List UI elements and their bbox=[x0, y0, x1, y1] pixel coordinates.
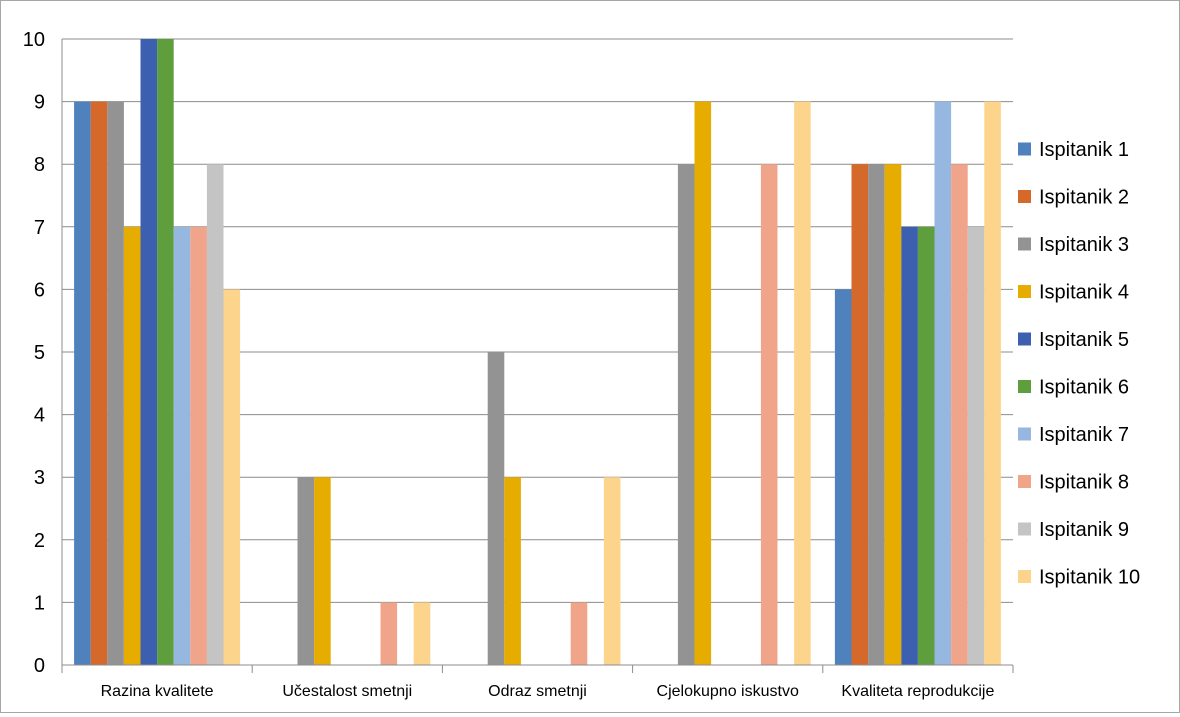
bar bbox=[90, 101, 108, 666]
legend-swatch bbox=[1018, 190, 1031, 203]
legend-label: Ispitanik 8 bbox=[1039, 472, 1129, 494]
legend-label: Ispitanik 2 bbox=[1039, 187, 1129, 209]
legend-swatch bbox=[1018, 522, 1031, 536]
x-tick-label: Odraz smetnji bbox=[488, 683, 587, 700]
y-tick-label: 8 bbox=[34, 154, 45, 176]
bar bbox=[504, 477, 521, 665]
legend-swatch bbox=[1018, 142, 1031, 156]
bar bbox=[157, 39, 174, 665]
x-tick-label: Učestalost smetnji bbox=[282, 683, 412, 700]
y-tick-label: 6 bbox=[34, 279, 45, 301]
legend-item: Ispitanik 7 bbox=[1018, 424, 1129, 446]
x-tick-label: Razina kvalitete bbox=[101, 683, 214, 700]
bar bbox=[413, 602, 431, 665]
bar bbox=[173, 226, 191, 666]
legend-item: Ispitanik 9 bbox=[1018, 519, 1129, 541]
legend-swatch bbox=[1018, 427, 1031, 441]
legend-label: Ispitanik 10 bbox=[1039, 567, 1140, 589]
bar bbox=[868, 164, 885, 665]
legend-item: Ispitanik 4 bbox=[1018, 282, 1129, 304]
bar bbox=[140, 39, 158, 665]
legend-label: Ispitanik 1 bbox=[1039, 139, 1129, 161]
legend-item: Ispitanik 5 bbox=[1018, 329, 1129, 351]
y-tick-label: 7 bbox=[34, 217, 45, 239]
legend-swatch bbox=[1018, 237, 1031, 251]
bar bbox=[951, 164, 968, 665]
y-tick-label: 1 bbox=[34, 592, 45, 614]
bar bbox=[984, 101, 1001, 666]
bar bbox=[206, 164, 224, 665]
legend-item: Ispitanik 6 bbox=[1018, 377, 1129, 399]
legend-swatch bbox=[1018, 380, 1031, 393]
bar bbox=[694, 101, 712, 666]
bar bbox=[123, 226, 141, 666]
bars bbox=[74, 39, 1001, 666]
legend-item: Ispitanik 3 bbox=[1018, 234, 1129, 256]
bar bbox=[487, 352, 505, 665]
x-tick-label: Cjelokupno iskustvo bbox=[657, 683, 799, 700]
bar bbox=[677, 164, 695, 665]
x-tick-label: Kvaliteta reprodukcije bbox=[841, 683, 994, 700]
bar bbox=[794, 101, 811, 666]
bar bbox=[190, 226, 207, 666]
bar bbox=[760, 164, 778, 665]
legend-label: Ispitanik 3 bbox=[1039, 234, 1129, 256]
axes: 0 1 2 3 4 5 6 7 8 9 10 Razina kvalitete Učestalost s… bbox=[23, 29, 1014, 700]
bar bbox=[74, 101, 91, 666]
bar bbox=[297, 477, 315, 665]
y-tick-label: 10 bbox=[23, 29, 45, 51]
y-tick-label: 9 bbox=[34, 92, 45, 114]
legend-swatch bbox=[1018, 285, 1031, 298]
bar bbox=[380, 602, 398, 665]
legend-label: Ispitanik 7 bbox=[1039, 424, 1129, 446]
bar bbox=[570, 602, 588, 665]
bar bbox=[917, 226, 935, 666]
legend-label: Ispitanik 9 bbox=[1039, 519, 1129, 541]
bar bbox=[967, 226, 985, 666]
y-tick-label: 4 bbox=[34, 405, 45, 427]
legend-label: Ispitanik 5 bbox=[1039, 329, 1129, 351]
y-tick-label: 5 bbox=[34, 342, 45, 364]
bar bbox=[314, 477, 331, 665]
legend-swatch bbox=[1018, 332, 1031, 346]
legend-item: Ispitanik 2 bbox=[1018, 187, 1129, 209]
legend: Ispitanik 1 Ispitanik 2 Ispitanik 3 Ispitan… bbox=[1018, 139, 1140, 589]
bar bbox=[884, 164, 902, 665]
bar bbox=[934, 101, 952, 666]
y-tick-label: 2 bbox=[34, 530, 45, 552]
y-tick-label: 3 bbox=[34, 467, 45, 489]
bar bbox=[603, 477, 621, 665]
bar bbox=[834, 289, 852, 665]
legend-item: Ispitanik 8 bbox=[1018, 472, 1129, 494]
legend-item: Ispitanik 1 bbox=[1018, 139, 1129, 161]
bar bbox=[107, 101, 124, 666]
y-tick-label: 0 bbox=[34, 655, 45, 677]
bar bbox=[901, 226, 918, 666]
legend-label: Ispitanik 6 bbox=[1039, 377, 1129, 399]
legend-label: Ispitanik 4 bbox=[1039, 282, 1129, 304]
bar bbox=[223, 289, 241, 665]
bar bbox=[851, 164, 869, 665]
legend-item: Ispitanik 10 bbox=[1018, 567, 1140, 589]
legend-swatch bbox=[1018, 570, 1031, 583]
legend-swatch bbox=[1018, 475, 1031, 488]
